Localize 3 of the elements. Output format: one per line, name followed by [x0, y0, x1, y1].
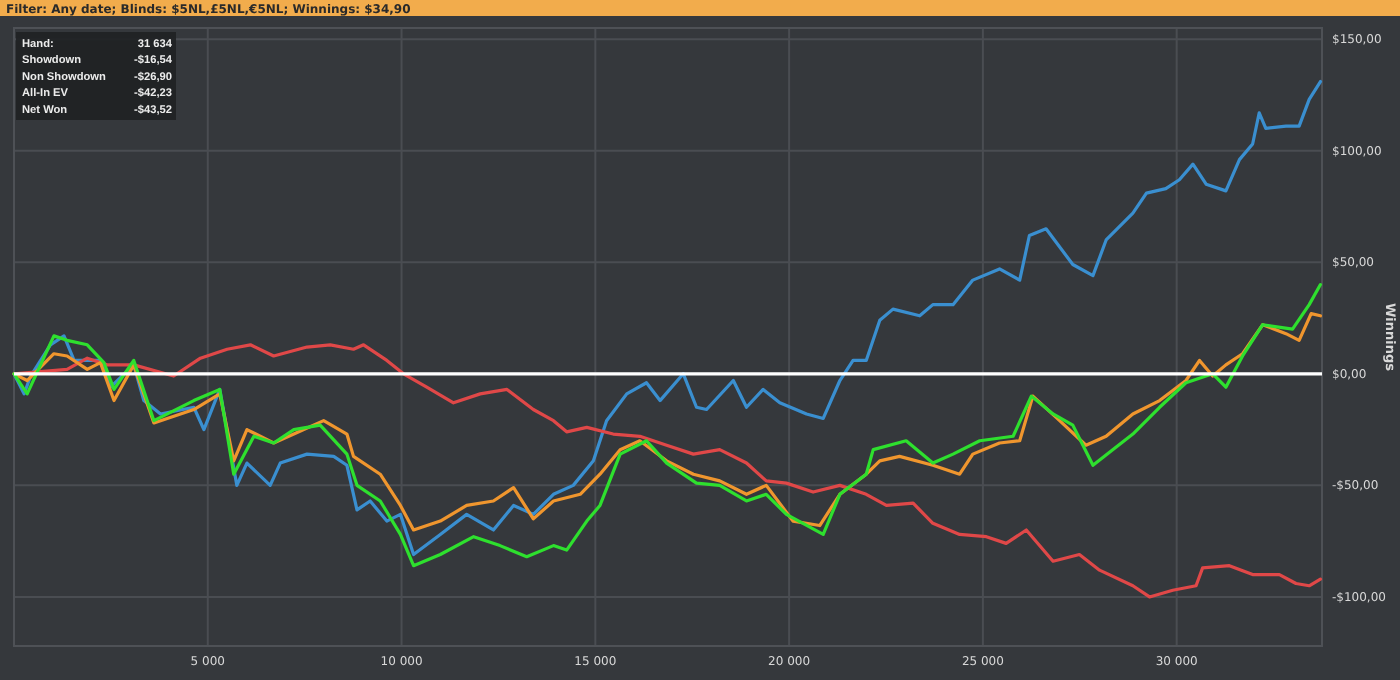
line-series — [12, 79, 1323, 557]
line-series — [12, 282, 1323, 568]
line-series — [12, 311, 1323, 532]
